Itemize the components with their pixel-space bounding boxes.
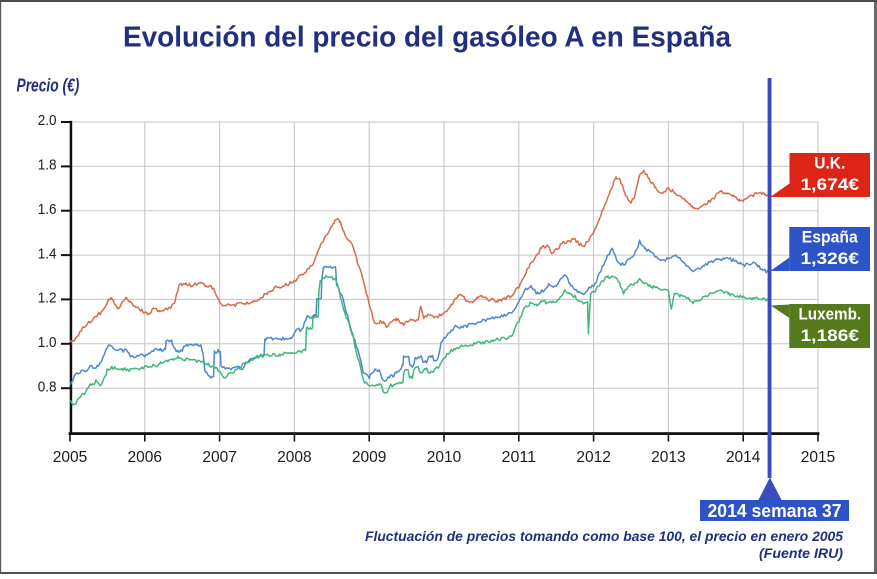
svg-text:1.2: 1.2 [38,290,57,307]
svg-text:1.4: 1.4 [38,245,57,262]
svg-text:2014: 2014 [726,449,761,466]
svg-text:1.0: 1.0 [38,334,57,351]
svg-text:2013: 2013 [651,449,686,466]
svg-text:Luxemb.: Luxemb. [799,305,862,324]
svg-text:(Fuente IRU): (Fuente IRU) [759,545,843,561]
svg-text:2015: 2015 [801,449,836,466]
svg-text:2010: 2010 [427,449,462,466]
svg-text:2011: 2011 [502,449,537,466]
svg-text:2008: 2008 [277,449,312,466]
svg-text:2.0: 2.0 [38,112,57,129]
svg-text:1,186€: 1,186€ [801,326,860,345]
svg-text:2006: 2006 [128,449,163,466]
svg-text:1,326€: 1,326€ [801,249,860,268]
svg-text:2005: 2005 [53,449,88,466]
svg-text:España: España [802,228,858,247]
svg-text:1.8: 1.8 [38,157,57,174]
svg-text:1,674€: 1,674€ [801,175,860,194]
svg-text:2012: 2012 [576,449,611,466]
svg-text:2014 semana 37: 2014 semana 37 [708,501,842,521]
svg-text:2007: 2007 [202,449,237,466]
svg-text:Precio (€): Precio (€) [17,76,80,96]
svg-text:0.8: 0.8 [38,378,57,395]
svg-text:1.6: 1.6 [38,201,57,218]
svg-text:Evolución del precio del gasól: Evolución del precio del gasóleo A en Es… [123,22,732,54]
svg-text:Fluctuación de precios tomando: Fluctuación de precios tomando como base… [365,528,843,544]
svg-text:U.K.: U.K. [814,154,845,173]
svg-text:2009: 2009 [352,449,387,466]
